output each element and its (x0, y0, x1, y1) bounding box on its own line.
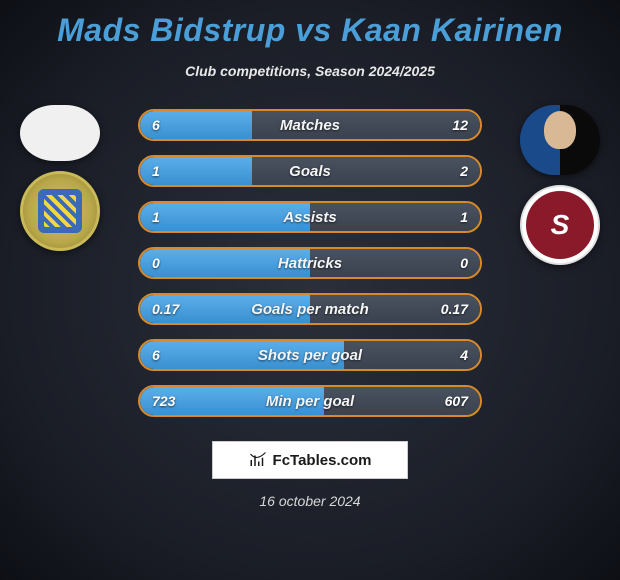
stat-row: 12Goals (138, 155, 482, 187)
right-column (508, 105, 612, 265)
date-text: 16 october 2024 (0, 493, 620, 509)
footer-brand-box: FcTables.com (212, 441, 408, 479)
page-title: Mads Bidstrup vs Kaan Kairinen (0, 0, 620, 49)
stat-row: 11Assists (138, 201, 482, 233)
club-badge-left-inner (38, 189, 82, 233)
fctables-logo-icon (249, 451, 267, 469)
stat-row: 723607Min per goal (138, 385, 482, 417)
stat-label: Shots per goal (140, 347, 480, 364)
stat-row: 64Shots per goal (138, 339, 482, 371)
stat-label: Matches (140, 117, 480, 134)
subtitle: Club competitions, Season 2024/2025 (0, 63, 620, 79)
comparison-area: 612Matches 12Goals 11Assists 00Hattricks 0.1… (0, 105, 620, 417)
stat-label: Assists (140, 209, 480, 226)
player-photo-left (20, 105, 100, 161)
stat-bars: 612Matches 12Goals 11Assists 00Hattricks 0.1… (138, 105, 482, 417)
club-badge-right-ring (526, 191, 594, 259)
left-column (8, 105, 112, 251)
club-badge-right (520, 185, 600, 265)
stat-label: Hattricks (140, 255, 480, 272)
footer-brand-text: FcTables.com (273, 452, 372, 469)
stat-label: Goals (140, 163, 480, 180)
stat-row: 0.170.17Goals per match (138, 293, 482, 325)
player-photo-right (520, 105, 600, 175)
club-badge-left (20, 171, 100, 251)
stat-row: 00Hattricks (138, 247, 482, 279)
stat-label: Goals per match (140, 301, 480, 318)
stat-label: Min per goal (140, 393, 480, 410)
stat-row: 612Matches (138, 109, 482, 141)
